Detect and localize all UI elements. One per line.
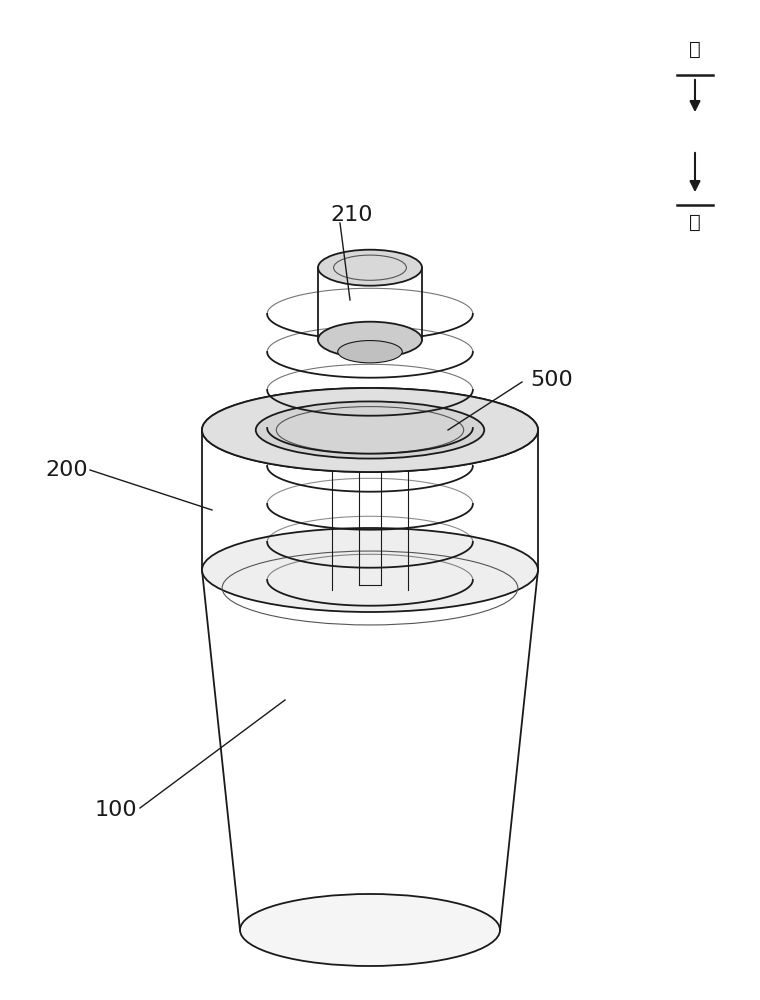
Ellipse shape — [332, 410, 408, 434]
Ellipse shape — [318, 250, 422, 286]
Ellipse shape — [256, 401, 484, 459]
Ellipse shape — [202, 388, 538, 472]
Ellipse shape — [337, 341, 402, 363]
Ellipse shape — [256, 401, 484, 459]
Ellipse shape — [240, 894, 500, 966]
Text: 210: 210 — [330, 205, 372, 225]
Text: 下: 下 — [689, 213, 701, 232]
Text: 100: 100 — [95, 800, 138, 820]
Text: 200: 200 — [45, 460, 87, 480]
Ellipse shape — [202, 388, 538, 472]
Ellipse shape — [202, 528, 538, 612]
Ellipse shape — [318, 322, 422, 358]
Text: 500: 500 — [530, 370, 573, 390]
Text: 上: 上 — [689, 40, 701, 59]
